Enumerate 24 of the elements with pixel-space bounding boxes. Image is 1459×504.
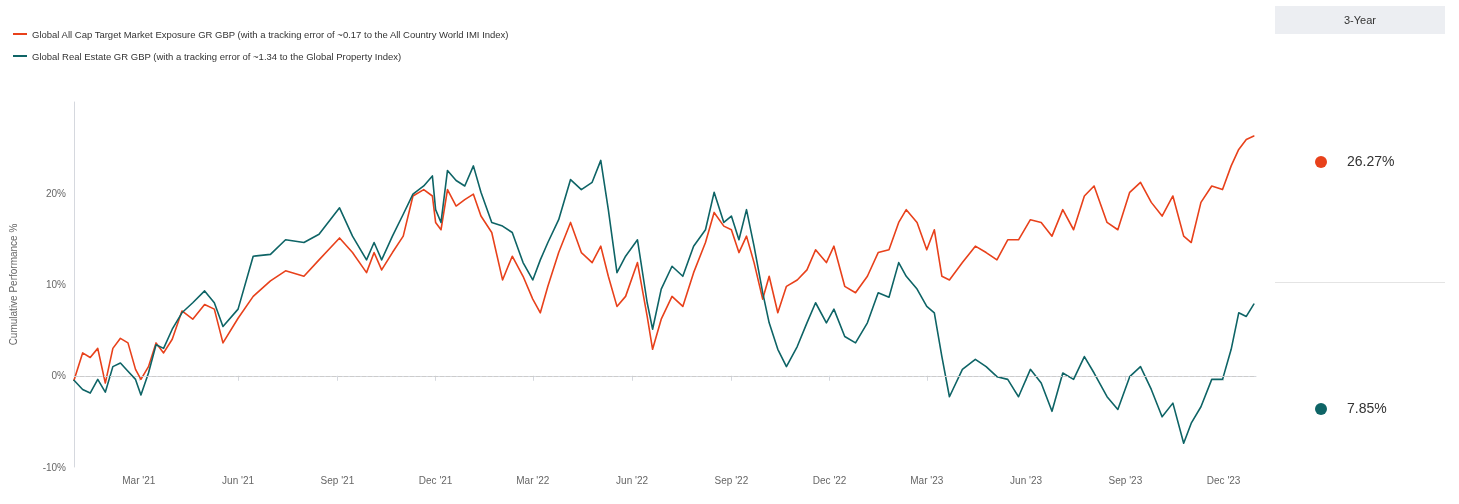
x-tick-label: Sep '23 xyxy=(1108,474,1143,486)
x-tick-label: Mar '21 xyxy=(122,474,156,486)
x-tick-label: Jun '23 xyxy=(1010,474,1043,486)
y-tick-label: -10% xyxy=(42,461,67,473)
legend-label: Global All Cap Target Market Exposure GR GBP (with a tracking error of ~0.17 to the All Country World IMI Index) xyxy=(32,28,509,40)
y-tick-label: 0% xyxy=(51,370,67,382)
y-tick-label: 20% xyxy=(45,187,67,199)
x-tick-label: Sep '22 xyxy=(714,474,749,486)
x-tick-label: Dec '22 xyxy=(812,474,847,486)
x-tick-label: Sep '21 xyxy=(320,474,355,486)
x-tick-label: Dec '23 xyxy=(1206,474,1241,486)
line-series xyxy=(73,135,1255,384)
x-tick-label: Mar '23 xyxy=(910,474,944,486)
x-tick-label: Mar '22 xyxy=(516,474,550,486)
text: 3-Year xyxy=(1275,6,1445,34)
y-axis-title: Cumulative Performance % xyxy=(7,223,19,346)
text: 7.85% xyxy=(1347,400,1387,416)
y-tick-label: 10% xyxy=(45,279,67,290)
x-tick-label: Dec '21 xyxy=(418,474,453,486)
x-tick-label: Jun '21 xyxy=(222,474,255,486)
text: 26.27% xyxy=(1347,153,1395,169)
line-series xyxy=(73,159,1255,445)
x-tick-label: Jun '22 xyxy=(616,474,649,486)
legend-label: Global Real Estate GR GBP (with a tracking error of ~1.34 to the Global Property Index) xyxy=(32,50,402,62)
